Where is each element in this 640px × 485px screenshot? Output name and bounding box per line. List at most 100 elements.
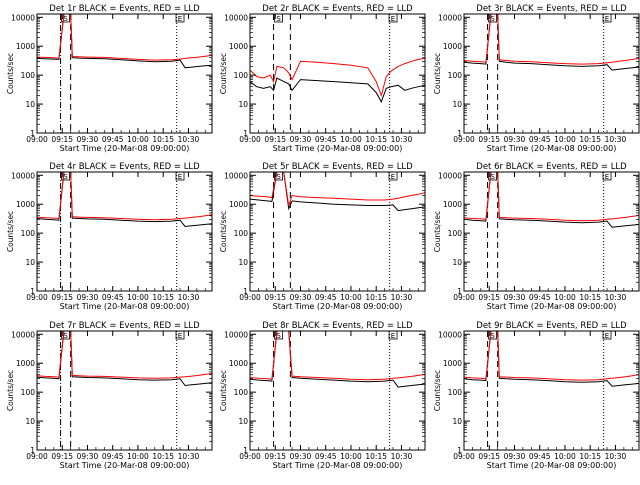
x-tick-label: 09:00 bbox=[26, 293, 48, 302]
y-tick-label: 100 bbox=[448, 71, 463, 80]
x-axis-label: Start Time (20-Mar-08 09:00:00) bbox=[273, 461, 403, 470]
y-tick-label: 10000 bbox=[438, 171, 462, 180]
panel-title: Det 3r BLACK = Events, RED = LLD bbox=[476, 4, 627, 14]
x-tick-label: 09:45 bbox=[315, 452, 337, 461]
x-tick-label: 09:00 bbox=[453, 452, 475, 461]
y-tick-label: 1000 bbox=[443, 42, 462, 51]
marker-E-label: E bbox=[391, 332, 395, 340]
y-tick-label: 10 bbox=[452, 100, 462, 109]
y-tick-label: 1000 bbox=[16, 359, 35, 368]
x-tick-label: 10:30 bbox=[391, 135, 413, 144]
y-tick-label: 10 bbox=[452, 258, 462, 267]
y-axis-label: Counts/sec bbox=[219, 53, 228, 94]
series-events-line bbox=[250, 172, 425, 212]
x-tick-label: 10:00 bbox=[554, 135, 576, 144]
x-tick-label: 10:15 bbox=[152, 452, 174, 461]
x-tick-label: 10:15 bbox=[365, 135, 387, 144]
marker-S-label: S bbox=[63, 332, 68, 340]
y-tick-label: 1000 bbox=[16, 42, 35, 51]
x-axis-label: Start Time (20-Mar-08 09:00:00) bbox=[60, 302, 190, 311]
y-tick-label: 10000 bbox=[224, 13, 248, 22]
marker-E-label: E bbox=[605, 173, 609, 181]
panel-title: Det 9r BLACK = Events, RED = LLD bbox=[476, 321, 627, 331]
marker-S-label: S bbox=[276, 15, 281, 23]
plot-frame bbox=[249, 13, 426, 134]
x-axis-label: Start Time (20-Mar-08 09:00:00) bbox=[273, 144, 403, 153]
x-tick-label: 09:30 bbox=[77, 293, 99, 302]
x-tick-label: 09:00 bbox=[26, 135, 48, 144]
y-tick-label: 10 bbox=[25, 417, 35, 426]
x-tick-label: 09:30 bbox=[77, 452, 99, 461]
x-tick-label: 09:45 bbox=[315, 135, 337, 144]
x-tick-label: 10:15 bbox=[152, 293, 174, 302]
series-lld-line bbox=[464, 14, 639, 65]
y-tick-label: 10 bbox=[25, 258, 35, 267]
y-tick-label: 1000 bbox=[229, 200, 248, 209]
x-tick-label: 09:00 bbox=[239, 135, 261, 144]
x-tick-label: 09:00 bbox=[239, 452, 261, 461]
x-tick-label: 09:45 bbox=[529, 452, 551, 461]
x-tick-label: 10:15 bbox=[152, 135, 174, 144]
series-events-line bbox=[250, 77, 425, 103]
x-axis-label: Start Time (20-Mar-08 09:00:00) bbox=[487, 461, 617, 470]
x-tick-label: 09:00 bbox=[26, 452, 48, 461]
marker-S-label: S bbox=[490, 15, 495, 23]
x-tick-label: 09:30 bbox=[290, 452, 312, 461]
marker-E-label: E bbox=[391, 173, 395, 181]
plot-frame bbox=[36, 171, 213, 292]
x-tick-label: 10:00 bbox=[127, 452, 149, 461]
y-tick-label: 10000 bbox=[224, 171, 248, 180]
y-axis-label: Counts/sec bbox=[6, 211, 15, 252]
x-tick-label: 09:30 bbox=[504, 293, 526, 302]
series-lld-line bbox=[464, 172, 639, 222]
y-tick-label: 1 bbox=[457, 446, 462, 455]
x-axis-label: Start Time (20-Mar-08 09:00:00) bbox=[273, 302, 403, 311]
x-axis-label: Start Time (20-Mar-08 09:00:00) bbox=[487, 144, 617, 153]
panel-title: Det 7r BLACK = Events, RED = LLD bbox=[49, 321, 200, 331]
marker-E-label: E bbox=[178, 15, 182, 23]
marker-S-label: S bbox=[63, 173, 68, 181]
x-tick-label: 09:00 bbox=[453, 293, 475, 302]
x-tick-label: 10:00 bbox=[340, 293, 362, 302]
x-tick-label: 10:30 bbox=[178, 135, 200, 144]
x-axis-label: Start Time (20-Mar-08 09:00:00) bbox=[60, 461, 190, 470]
x-tick-label: 10:30 bbox=[178, 293, 200, 302]
y-tick-label: 1 bbox=[30, 446, 35, 455]
x-tick-label: 09:30 bbox=[290, 135, 312, 144]
x-tick-label: 09:15 bbox=[51, 135, 73, 144]
x-axis-label: Start Time (20-Mar-08 09:00:00) bbox=[487, 302, 617, 311]
x-tick-label: 10:15 bbox=[365, 452, 387, 461]
x-tick-label: 10:15 bbox=[579, 293, 601, 302]
y-tick-label: 100 bbox=[234, 71, 249, 80]
marker-E-label: E bbox=[178, 332, 182, 340]
x-tick-label: 10:30 bbox=[605, 135, 627, 144]
x-tick-label: 10:30 bbox=[605, 452, 627, 461]
series-lld-line bbox=[37, 172, 212, 221]
y-tick-label: 100 bbox=[21, 229, 36, 238]
y-tick-label: 1000 bbox=[229, 359, 248, 368]
y-tick-label: 1 bbox=[457, 287, 462, 296]
y-tick-label: 1 bbox=[243, 129, 248, 138]
marker-E-label: E bbox=[391, 15, 395, 23]
marker-S-label: S bbox=[276, 332, 281, 340]
x-tick-label: 10:00 bbox=[127, 293, 149, 302]
y-tick-label: 1000 bbox=[16, 200, 35, 209]
plot-frame bbox=[249, 330, 426, 451]
x-tick-label: 09:15 bbox=[264, 293, 286, 302]
panel-title: Det 5r BLACK = Events, RED = LLD bbox=[262, 162, 413, 172]
y-axis-label: Counts/sec bbox=[219, 211, 228, 252]
panel-title: Det 4r BLACK = Events, RED = LLD bbox=[49, 162, 200, 172]
x-tick-label: 10:00 bbox=[340, 135, 362, 144]
plot-frame bbox=[463, 171, 640, 292]
y-tick-label: 10000 bbox=[11, 13, 35, 22]
x-tick-label: 09:15 bbox=[264, 452, 286, 461]
x-tick-label: 10:00 bbox=[554, 293, 576, 302]
y-tick-label: 10 bbox=[238, 417, 248, 426]
y-axis-label: Counts/sec bbox=[6, 53, 15, 94]
panel-title: Det 1r BLACK = Events, RED = LLD bbox=[49, 4, 200, 14]
